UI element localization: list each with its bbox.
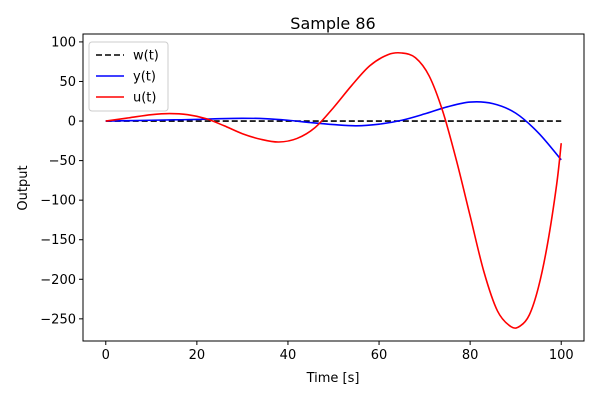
x-tick-label: 20 [189, 348, 206, 363]
plot-frame [82, 33, 585, 342]
x-tick-label: 100 [549, 348, 574, 363]
x-axis-label: Time [s] [306, 371, 360, 386]
x-tick-label: 60 [371, 348, 388, 363]
legend-label-1: y(t) [133, 70, 156, 85]
y-tick-label: 0 [68, 115, 76, 130]
y-tick-label: 100 [51, 35, 76, 50]
series-line-1 [105, 101, 562, 161]
series-layer [105, 51, 563, 329]
y-tick-label: −250 [40, 312, 76, 327]
legend-label-0: w(t) [133, 49, 159, 64]
x-tick-label: 0 [102, 348, 110, 363]
legend: w(t) y(t) u(t) [88, 41, 169, 112]
x-axis-ticks: 0 20 40 60 80 100 [102, 341, 574, 363]
y-tick-label: −200 [40, 273, 76, 288]
legend-label-2: u(t) [133, 91, 156, 106]
chart-title: Sample 86 [290, 14, 375, 33]
y-axis-label: Output [16, 165, 31, 210]
y-axis-ticks: 100 50 0 −50 −100 −150 −200 −250 [40, 35, 83, 327]
x-tick-label: 80 [462, 348, 479, 363]
y-tick-label: −100 [40, 194, 76, 209]
y-tick-label: −50 [49, 154, 76, 169]
x-tick-label: 40 [280, 348, 297, 363]
y-tick-label: 50 [59, 75, 76, 90]
y-tick-label: −150 [40, 233, 76, 248]
series-line-2 [105, 51, 563, 329]
legend-box [88, 41, 169, 112]
